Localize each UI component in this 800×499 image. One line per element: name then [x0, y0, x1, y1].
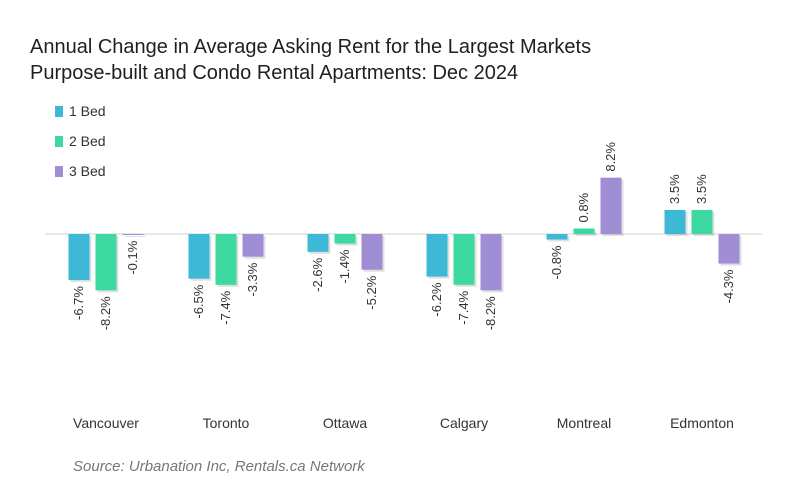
bar-montreal-1-bed [546, 234, 568, 240]
data-label-calgary-3-bed: -8.2% [483, 296, 498, 330]
category-label-toronto: Toronto [203, 415, 250, 431]
legend-label-3-bed: 3 Bed [69, 163, 106, 179]
legend-item-2-bed: 2 Bed [55, 126, 106, 156]
data-label-toronto-1-bed: -6.5% [191, 284, 206, 318]
legend-label-1-bed: 1 Bed [69, 103, 106, 119]
data-label-edmonton-2-bed: 3.5% [694, 174, 709, 204]
category-label-edmonton: Edmonton [670, 415, 734, 431]
chart-title: Annual Change in Average Asking Rent for… [30, 34, 591, 86]
data-label-toronto-3-bed: -3.3% [245, 262, 260, 296]
category-label-ottawa: Ottawa [323, 415, 368, 431]
bar-vancouver-1-bed [68, 234, 90, 281]
bar-vancouver-3-bed [122, 234, 144, 235]
data-label-montreal-2-bed: 0.8% [576, 192, 591, 222]
bar-toronto-3-bed [242, 234, 264, 257]
source-note: Source: Urbanation Inc, Rentals.ca Netwo… [73, 458, 365, 475]
data-label-calgary-2-bed: -7.4% [456, 290, 471, 324]
bar-ottawa-2-bed [334, 234, 356, 244]
chart-legend: 1 Bed 2 Bed 3 Bed [55, 96, 106, 186]
legend-label-2-bed: 2 Bed [69, 133, 106, 149]
chart-title-line1: Annual Change in Average Asking Rent for… [30, 36, 592, 58]
chart-title-line2: Purpose-built and Condo Rental Apartment… [30, 62, 519, 84]
data-label-montreal-1-bed: -0.8% [549, 245, 564, 279]
bar-edmonton-3-bed [718, 234, 740, 264]
bar-edmonton-1-bed [664, 209, 686, 234]
bar-ottawa-1-bed [307, 234, 329, 252]
data-label-vancouver-1-bed: -6.7% [71, 286, 86, 320]
bar-edmonton-2-bed [691, 209, 713, 234]
legend-swatch-2-bed [55, 135, 63, 147]
bar-ottawa-3-bed [361, 234, 383, 270]
data-label-ottawa-3-bed: -5.2% [364, 275, 379, 309]
legend-swatch-1-bed [55, 105, 63, 117]
data-label-calgary-1-bed: -6.2% [429, 282, 444, 316]
bar-calgary-2-bed [453, 234, 475, 285]
bar-toronto-2-bed [215, 234, 237, 285]
category-label-vancouver: Vancouver [73, 415, 139, 431]
bar-montreal-3-bed [600, 177, 622, 234]
data-label-edmonton-3-bed: -4.3% [721, 269, 736, 303]
data-label-edmonton-1-bed: 3.5% [667, 174, 682, 204]
bar-calgary-3-bed [480, 234, 502, 291]
data-label-ottawa-1-bed: -2.6% [310, 257, 325, 291]
data-label-ottawa-2-bed: -1.4% [337, 249, 352, 283]
legend-swatch-3-bed [55, 165, 63, 177]
category-label-calgary: Calgary [440, 415, 488, 431]
data-label-vancouver-3-bed: -0.1% [125, 240, 140, 274]
bar-vancouver-2-bed [95, 234, 117, 291]
legend-item-1-bed: 1 Bed [55, 96, 106, 126]
bar-shadow [124, 236, 146, 237]
category-label-montreal: Montreal [557, 415, 611, 431]
data-label-montreal-3-bed: 8.2% [603, 142, 618, 172]
bar-montreal-2-bed [573, 228, 595, 234]
bar-toronto-1-bed [188, 234, 210, 279]
bar-calgary-1-bed [426, 234, 448, 277]
legend-item-3-bed: 3 Bed [55, 156, 106, 186]
data-label-vancouver-2-bed: -8.2% [98, 296, 113, 330]
data-label-toronto-2-bed: -7.4% [218, 290, 233, 324]
